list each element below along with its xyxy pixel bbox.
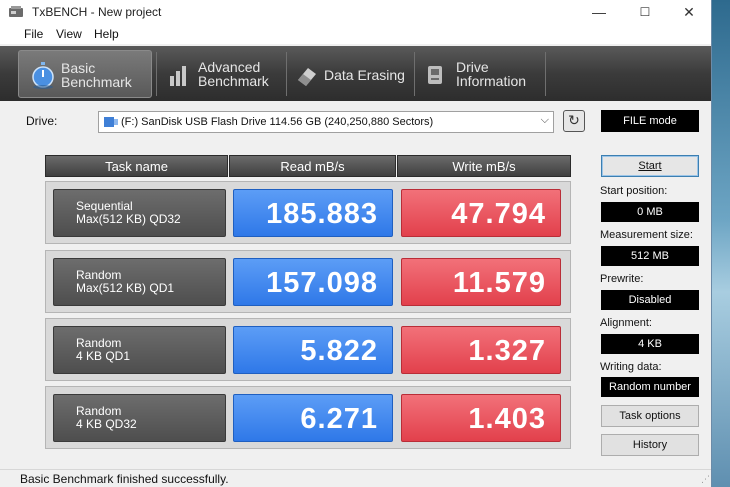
write-value: 1.327 — [401, 326, 561, 374]
tab-label: Advanced Benchmark — [198, 59, 269, 89]
chevron-down-icon: ⌵ — [540, 114, 549, 126]
menu-help[interactable]: Help — [94, 27, 119, 41]
refresh-button[interactable]: ↻ — [563, 110, 585, 132]
eraser-icon — [298, 68, 316, 86]
status-text: Basic Benchmark finished successfully. — [20, 472, 229, 486]
task-button[interactable]: Random 4 KB QD1 — [53, 326, 226, 374]
tab-advanced-benchmark[interactable]: Advanced Benchmark — [156, 50, 284, 98]
write-value: 11.579 — [401, 258, 561, 306]
prewrite-label: Prewrite: — [600, 273, 644, 285]
task-name: Sequential Max(512 KB) QD32 — [76, 199, 181, 226]
task-button[interactable]: Random Max(512 KB) QD1 — [53, 258, 226, 306]
file-mode-badge[interactable]: FILE mode — [601, 110, 699, 132]
read-value: 185.883 — [233, 189, 393, 237]
menu-view[interactable]: View — [56, 27, 82, 41]
tab-separator — [545, 52, 546, 96]
drive-select-value: (F:) SanDisk USB Flash Drive 114.56 GB (… — [121, 116, 434, 128]
tab-bar: Basic Benchmark Advanced Benchmark Data … — [0, 46, 711, 101]
task-name: Random 4 KB QD1 — [76, 336, 131, 363]
header-write: Write mB/s — [397, 155, 571, 177]
read-value: 5.822 — [233, 326, 393, 374]
table-row: Random Max(512 KB) QD1 157.098 11.579 — [45, 250, 571, 313]
start-position-label: Start position: — [600, 185, 668, 197]
start-position-field[interactable]: 0 MB — [601, 202, 699, 222]
app-window: TxBENCH - New project — ☐ ✕ File View He… — [0, 0, 712, 487]
writing-data-field[interactable]: Random number — [601, 377, 699, 397]
table-row: Random 4 KB QD32 6.271 1.403 — [45, 386, 571, 449]
menu-bar: File View Help — [0, 24, 711, 44]
minimize-button[interactable]: — — [592, 4, 606, 20]
tab-data-erasing[interactable]: Data Erasing — [286, 50, 410, 98]
read-value: 157.098 — [233, 258, 393, 306]
header-read: Read mB/s — [229, 155, 396, 177]
task-button[interactable]: Sequential Max(512 KB) QD32 — [53, 189, 226, 237]
maximize-button[interactable]: ☐ — [639, 5, 651, 19]
write-value: 47.794 — [401, 189, 561, 237]
tab-label: Basic Benchmark — [61, 60, 132, 90]
drive-label: Drive: — [26, 114, 58, 128]
status-bar: Basic Benchmark finished successfully. ⋰ — [0, 469, 711, 487]
window-title: TxBENCH - New project — [32, 5, 162, 19]
app-icon — [9, 6, 23, 17]
alignment-field[interactable]: 4 KB — [601, 334, 699, 354]
start-button-label: Start — [638, 160, 662, 172]
menu-file[interactable]: File — [24, 27, 44, 41]
close-button[interactable]: ✕ — [683, 4, 695, 20]
usb-drive-icon — [104, 117, 118, 127]
task-name: Random Max(512 KB) QD1 — [76, 268, 175, 295]
tab-separator — [414, 52, 415, 96]
drive-info-icon — [428, 66, 442, 84]
tab-label: Data Erasing — [324, 67, 405, 83]
measurement-size-field[interactable]: 512 MB — [601, 246, 699, 266]
start-button[interactable]: Start — [601, 155, 699, 177]
drive-select[interactable]: (F:) SanDisk USB Flash Drive 114.56 GB (… — [98, 111, 554, 133]
alignment-label: Alignment: — [600, 317, 652, 329]
write-value: 1.403 — [401, 394, 561, 442]
task-name: Random 4 KB QD32 — [76, 404, 137, 431]
writing-data-label: Writing data: — [600, 361, 662, 373]
header-task-name: Task name — [45, 155, 228, 177]
table-row: Random 4 KB QD1 5.822 1.327 — [45, 318, 571, 381]
resize-grip-icon[interactable]: ⋰ — [701, 474, 710, 484]
tab-drive-information[interactable]: Drive Information — [414, 50, 542, 98]
measurement-size-label: Measurement size: — [600, 229, 693, 241]
history-button[interactable]: History — [601, 434, 699, 456]
table-row: Sequential Max(512 KB) QD32 185.883 47.7… — [45, 181, 571, 244]
tab-separator — [156, 52, 157, 96]
bar-chart-icon — [170, 66, 186, 86]
title-bar: TxBENCH - New project — ☐ ✕ — [0, 0, 711, 24]
tab-label: Drive Information — [456, 59, 527, 89]
stopwatch-icon — [32, 62, 54, 89]
tab-basic-benchmark[interactable]: Basic Benchmark — [18, 50, 152, 98]
prewrite-field[interactable]: Disabled — [601, 290, 699, 310]
read-value: 6.271 — [233, 394, 393, 442]
tab-separator — [286, 52, 287, 96]
refresh-icon: ↻ — [568, 112, 580, 128]
task-button[interactable]: Random 4 KB QD32 — [53, 394, 226, 442]
task-options-button[interactable]: Task options — [601, 405, 699, 427]
